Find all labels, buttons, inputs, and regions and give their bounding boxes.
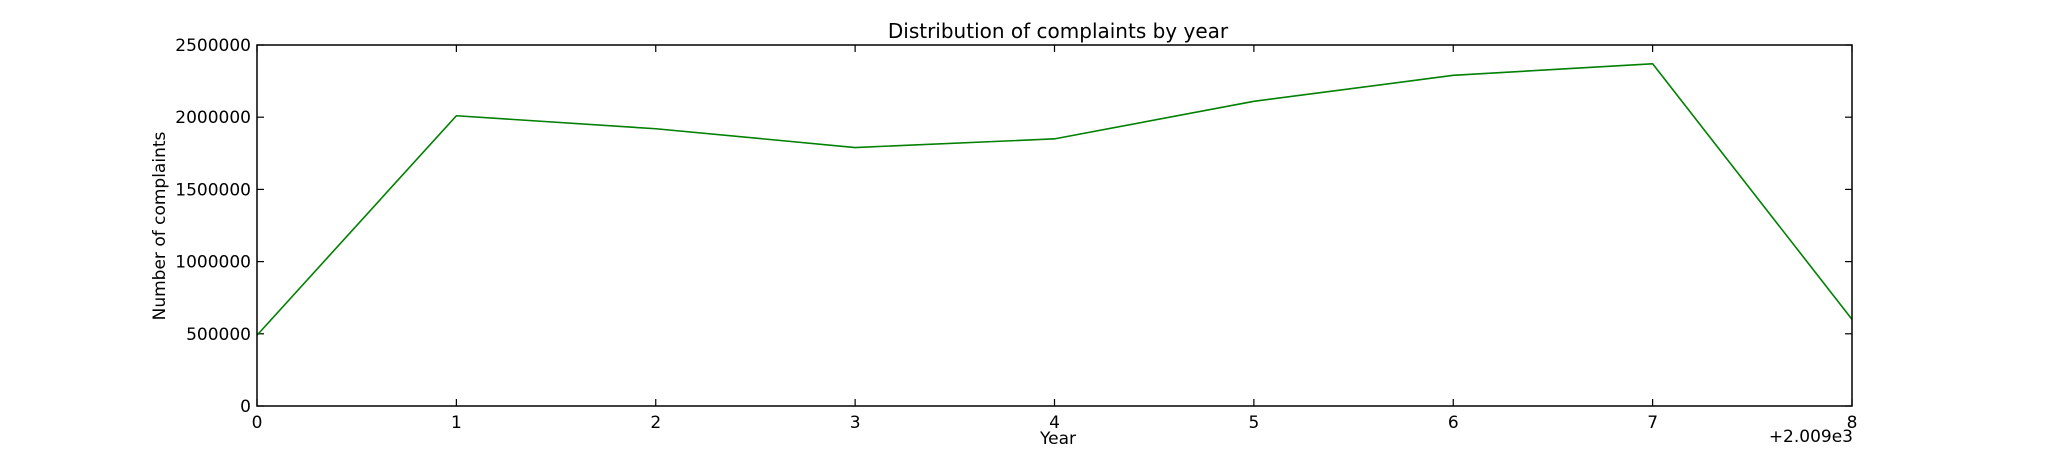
x-tick-label: 0: [252, 413, 263, 433]
x-tick-label: 5: [1248, 413, 1259, 433]
y-tick-label: 1500000: [175, 180, 251, 200]
x-tick-label: 1: [451, 413, 462, 433]
axis-tick-labels: 0 1 2 3 4 5 6 7 8 0 500000 1000000 1500000 2000000 250…: [175, 36, 1857, 433]
series-line: [256, 62, 1853, 336]
x-axis-label: Year: [1039, 429, 1076, 449]
x-tick-label: 7: [1647, 413, 1658, 433]
axis-ticks: [256, 44, 1853, 407]
x-tick-label: 2: [650, 413, 661, 433]
y-tick-label: 0: [240, 397, 251, 417]
plot-frame: [256, 44, 1853, 407]
x-tick-label: 3: [850, 413, 861, 433]
chart-series: [256, 62, 1853, 336]
y-axis-label: Number of complaints: [150, 131, 170, 320]
y-tick-label: 2500000: [175, 36, 251, 56]
chart-title: Distribution of complaints by year: [888, 19, 1229, 43]
y-tick-label: 2000000: [175, 108, 251, 128]
x-tick-label: 6: [1448, 413, 1459, 433]
x-axis-offset-label: +2.009e3: [1769, 427, 1853, 447]
y-tick-label: 1000000: [175, 253, 251, 273]
x-tick-label: 4: [1049, 413, 1060, 433]
x-tick-label: 8: [1847, 413, 1858, 433]
y-tick-label: 500000: [186, 325, 251, 345]
